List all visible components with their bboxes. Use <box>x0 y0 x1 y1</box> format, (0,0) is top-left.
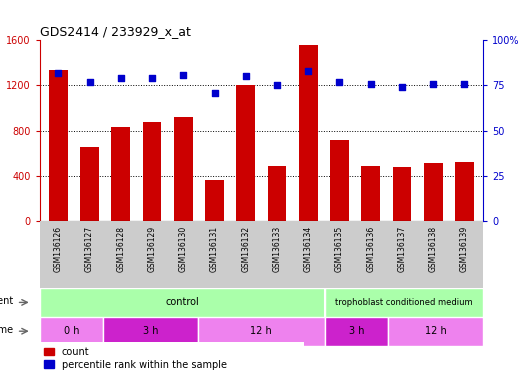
Point <box>179 71 187 78</box>
Text: 12 h: 12 h <box>250 326 272 336</box>
Bar <box>388 317 483 346</box>
Bar <box>330 140 349 221</box>
Bar <box>49 70 68 221</box>
Text: 12 h: 12 h <box>425 326 447 336</box>
Bar <box>198 317 325 346</box>
Text: GSM136134: GSM136134 <box>304 226 313 272</box>
Text: GSM136131: GSM136131 <box>210 226 219 272</box>
Text: 0 h: 0 h <box>63 326 79 336</box>
Text: GSM136137: GSM136137 <box>398 226 407 272</box>
Text: GSM136127: GSM136127 <box>85 226 94 272</box>
Bar <box>103 317 198 346</box>
Bar <box>111 127 130 221</box>
Bar <box>40 317 103 346</box>
Text: GSM136138: GSM136138 <box>429 226 438 272</box>
Point <box>54 70 62 76</box>
Text: 3 h: 3 h <box>348 326 364 336</box>
Text: GSM136133: GSM136133 <box>272 226 281 272</box>
Bar <box>174 117 193 221</box>
Text: trophoblast conditioned medium: trophoblast conditioned medium <box>335 298 473 307</box>
Bar <box>325 288 483 317</box>
Bar <box>40 288 325 317</box>
Text: time: time <box>0 325 14 335</box>
Legend: count, percentile rank within the sample: count, percentile rank within the sample <box>44 347 227 369</box>
Bar <box>143 121 162 221</box>
Text: GSM136136: GSM136136 <box>366 226 375 272</box>
Text: agent: agent <box>0 296 14 306</box>
Bar <box>268 166 286 221</box>
Text: GSM136132: GSM136132 <box>241 226 250 272</box>
Bar <box>205 180 224 221</box>
Bar <box>424 163 442 221</box>
Point <box>117 75 125 81</box>
Text: GDS2414 / 233929_x_at: GDS2414 / 233929_x_at <box>40 25 191 38</box>
Point <box>366 81 375 87</box>
Point <box>273 83 281 89</box>
Bar <box>299 45 317 221</box>
Bar <box>237 86 255 221</box>
Text: GSM136129: GSM136129 <box>147 226 156 272</box>
Text: GSM136130: GSM136130 <box>179 226 188 272</box>
Bar <box>325 317 388 346</box>
Text: GSM136126: GSM136126 <box>54 226 63 272</box>
Text: control: control <box>165 297 199 308</box>
Text: GSM136139: GSM136139 <box>460 226 469 272</box>
Point <box>148 75 156 81</box>
Text: GSM136135: GSM136135 <box>335 226 344 272</box>
Text: GSM136128: GSM136128 <box>116 226 125 272</box>
Bar <box>455 162 474 221</box>
Point <box>429 81 437 87</box>
Point <box>460 81 469 87</box>
Point <box>398 84 406 90</box>
Bar <box>392 167 411 221</box>
Text: 3 h: 3 h <box>143 326 158 336</box>
Point <box>86 79 94 85</box>
Bar <box>361 166 380 221</box>
Point <box>241 73 250 79</box>
Point <box>335 79 344 85</box>
Point <box>210 89 219 96</box>
Point <box>304 68 313 74</box>
Bar <box>80 147 99 221</box>
